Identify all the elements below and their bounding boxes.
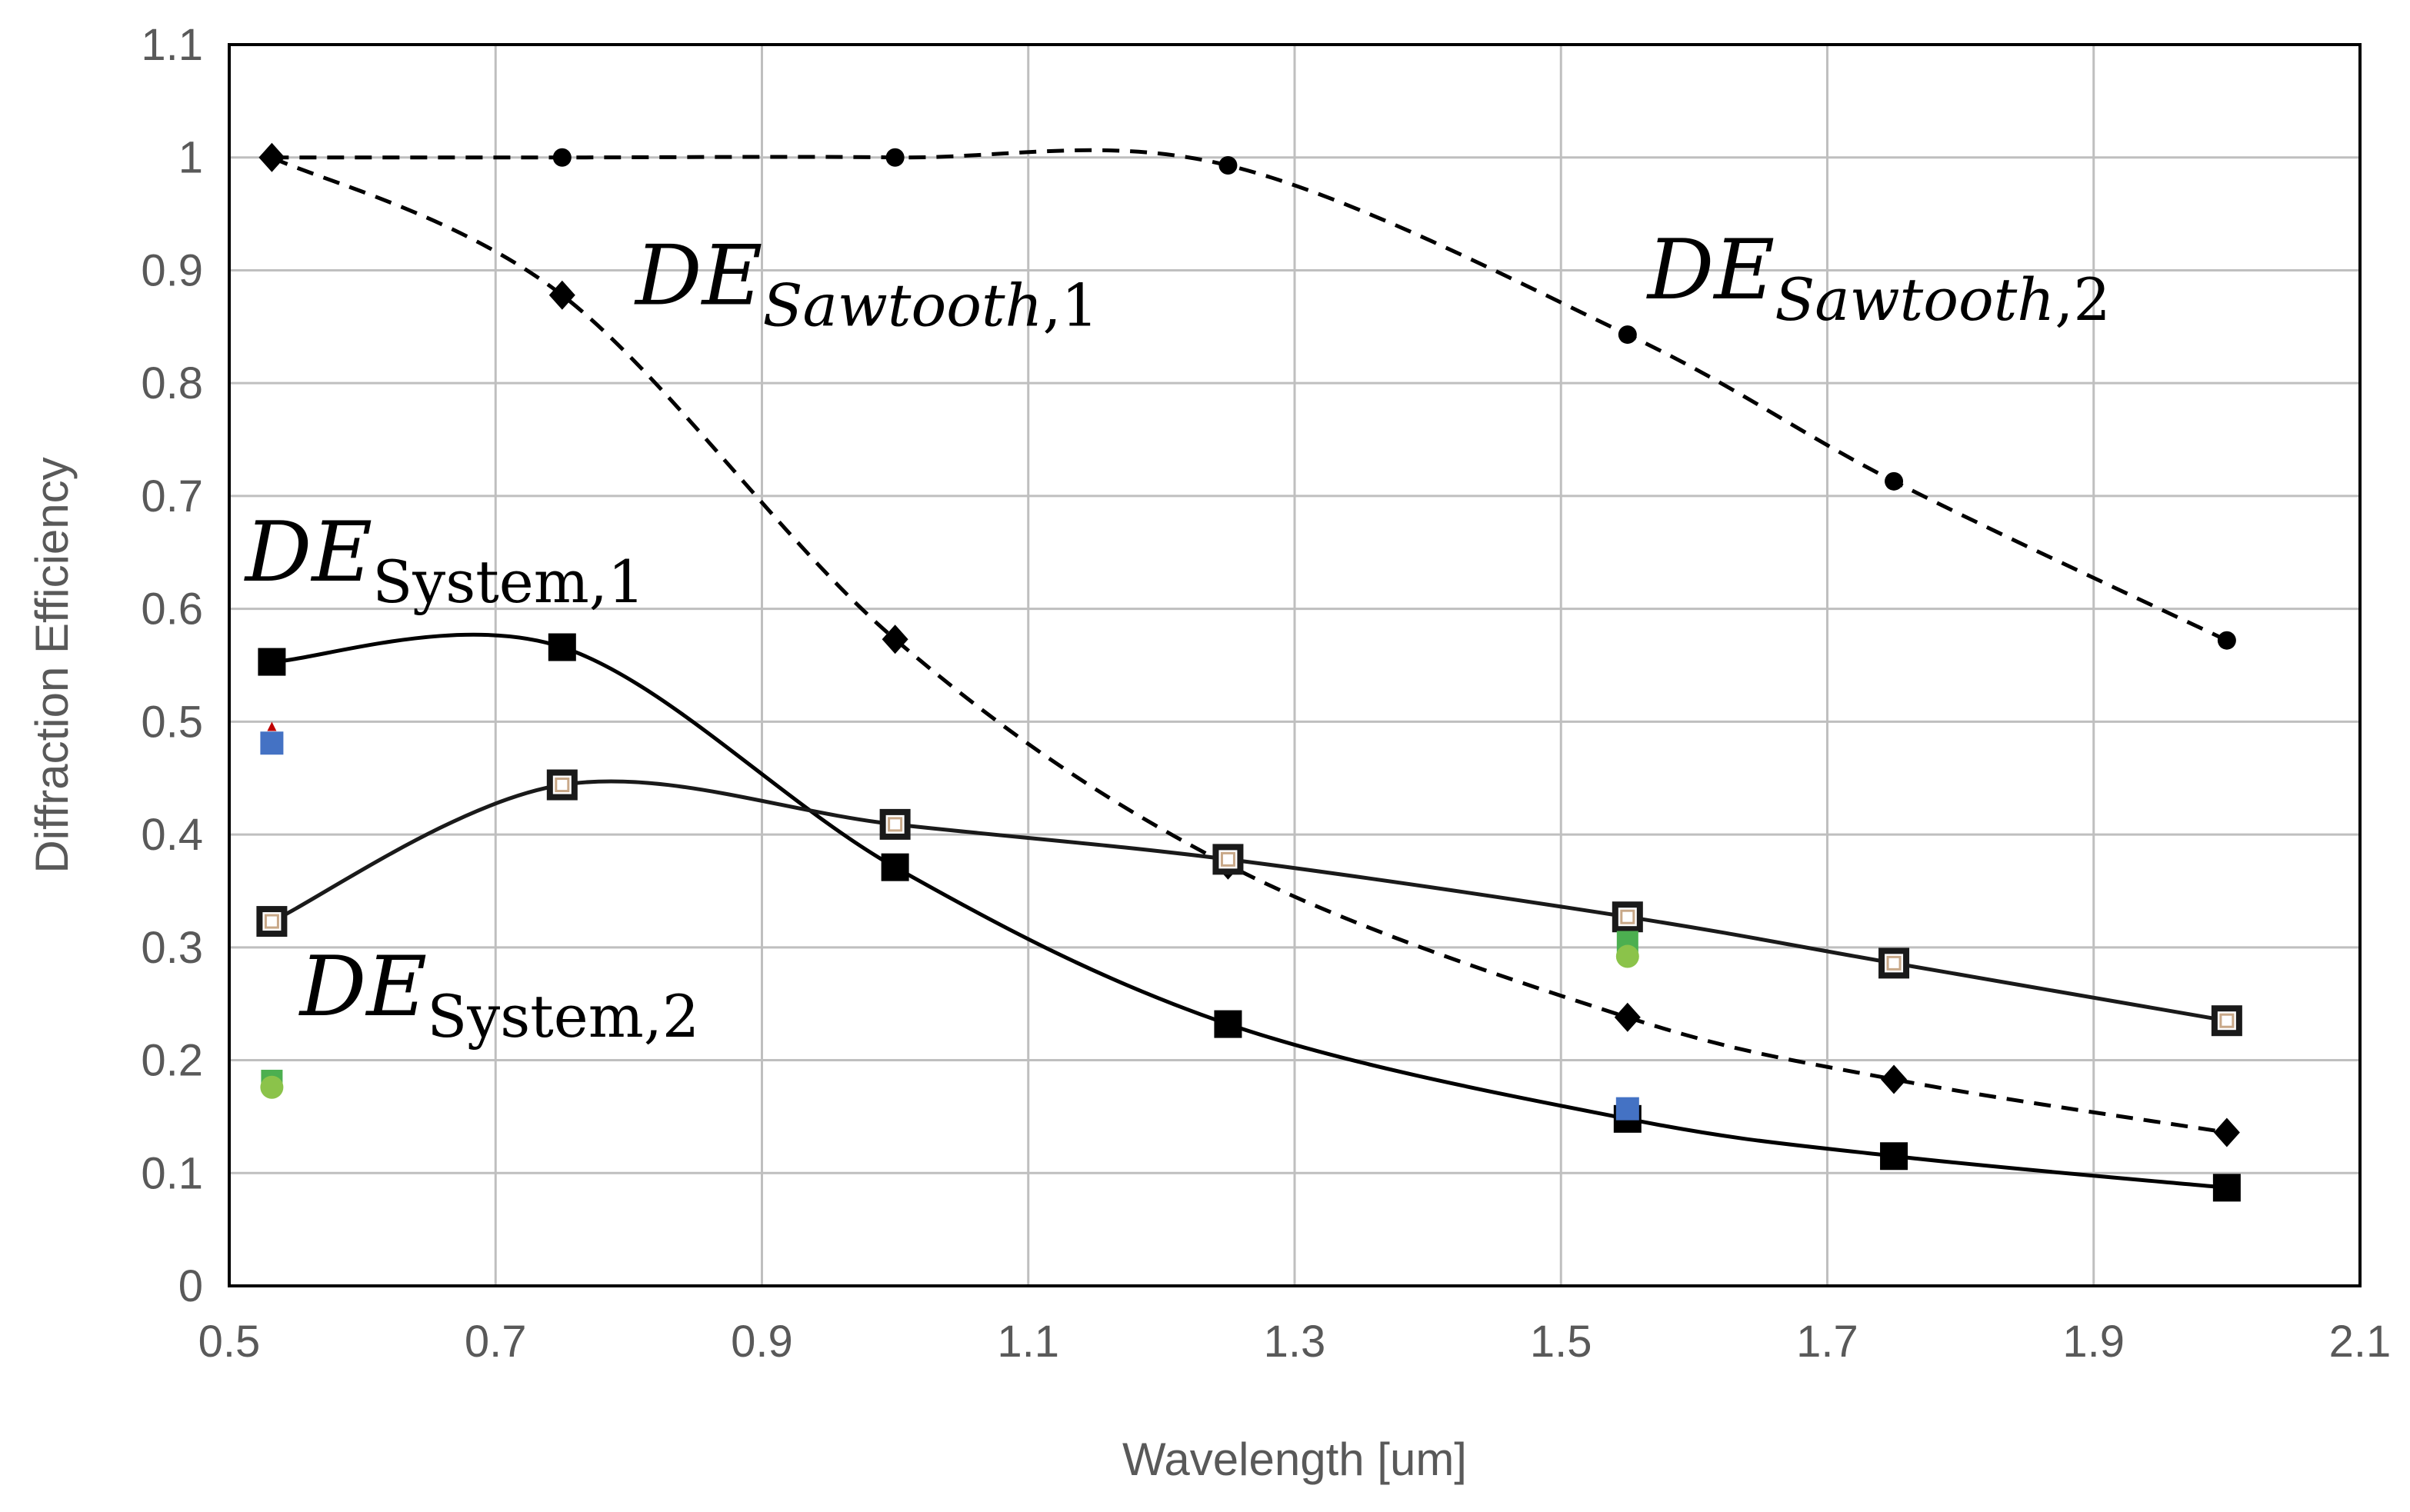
- annotation-subscript: Sawtooth: [762, 271, 1042, 339]
- data-point: [2211, 1005, 2242, 1037]
- data-point: [546, 769, 578, 801]
- data-point: [2213, 1117, 2240, 1147]
- series-line: [271, 155, 2228, 1134]
- series-layer: [256, 142, 2242, 1202]
- y-tick-label: 1.1: [141, 20, 203, 70]
- data-point: [258, 142, 285, 172]
- data-point: [1615, 944, 1639, 968]
- x-tick-label: 1.5: [1530, 1317, 1592, 1367]
- annotation-main-text: DE: [634, 228, 762, 324]
- data-point: [1615, 1097, 1639, 1121]
- x-tick-label: 1.3: [1264, 1317, 1326, 1367]
- series-system-1-measured: [260, 731, 1639, 1121]
- series-de-system-1: [258, 632, 2241, 1202]
- y-axis-ticks: 0 0.1 0.2 0.3 0.4 0.5 0.6 0.7 0.8 0.9 1 1.1: [141, 20, 203, 1311]
- series-de-sawtooth-1: [258, 142, 2240, 1147]
- data-point: [881, 853, 909, 881]
- x-tick-label: 1.1: [997, 1317, 1059, 1367]
- data-point: [1218, 155, 1238, 175]
- y-tick-label: 0: [178, 1261, 203, 1311]
- data-point-inner: [1620, 909, 1635, 924]
- series-de-sawtooth-2: [262, 148, 2236, 650]
- annotation-saw2: DESawtooth,2: [1646, 222, 2111, 334]
- data-point: [1214, 1010, 1242, 1038]
- x-tick-label: 1.7: [1796, 1317, 1858, 1367]
- data-point: [256, 906, 288, 938]
- annotation-saw1: DESawtooth,1: [634, 228, 1098, 339]
- data-point: [1618, 325, 1637, 345]
- data-point: [882, 624, 908, 654]
- y-tick-label: 0.4: [141, 810, 203, 860]
- annotation-main-text: DE: [298, 939, 427, 1035]
- data-point-inner: [2219, 1013, 2235, 1028]
- data-point: [552, 148, 572, 167]
- data-point: [548, 280, 575, 310]
- data-point: [260, 1075, 284, 1099]
- annotation-subscript-suffix: ,2: [2055, 265, 2111, 334]
- annotation-subscript-suffix: System,2: [427, 982, 699, 1051]
- annotation-subscript-suffix: ,1: [1042, 271, 1098, 339]
- y-axis-title: Diffraction Efficiency: [26, 457, 78, 873]
- x-tick-label: 2.1: [2329, 1317, 2392, 1367]
- data-point: [1878, 947, 1910, 979]
- data-point-inner: [555, 778, 570, 793]
- annotation-subscript: Sawtooth: [1775, 265, 2055, 334]
- data-point: [548, 633, 576, 661]
- data-point: [260, 731, 284, 755]
- data-point: [1612, 901, 1643, 933]
- x-tick-label: 0.5: [198, 1317, 261, 1367]
- data-point: [1212, 844, 1244, 875]
- x-tick-label: 0.7: [465, 1317, 527, 1367]
- data-point: [1885, 471, 1904, 491]
- annotation-sys2: DESystem,2: [298, 939, 700, 1051]
- data-point: [1880, 1142, 1908, 1171]
- data-point: [2212, 1174, 2241, 1202]
- y-tick-label: 0.3: [141, 923, 203, 973]
- data-point: [1614, 1002, 1641, 1032]
- y-tick-label: 0.1: [141, 1148, 203, 1198]
- x-tick-label: 1.9: [2062, 1317, 2125, 1367]
- y-tick-label: 1: [178, 133, 203, 183]
- annotation-subscript-suffix: System,1: [372, 548, 645, 616]
- data-point: [258, 648, 286, 676]
- data-point-inner: [1886, 955, 1902, 971]
- series-system-2-measured-circle-: [260, 944, 1639, 1099]
- annotation-sys1: DESystem,1: [244, 505, 645, 616]
- y-tick-label: 0.6: [141, 584, 203, 634]
- y-tick-label: 0.5: [141, 697, 203, 747]
- data-point-inner: [888, 817, 903, 832]
- y-tick-label: 0.2: [141, 1036, 203, 1086]
- data-point: [879, 808, 911, 840]
- data-point-inner: [1220, 851, 1235, 867]
- annotation-main-text: DE: [244, 505, 372, 601]
- data-point: [267, 721, 277, 731]
- annotation-main-text: DE: [1646, 222, 1775, 318]
- y-tick-label: 0.8: [141, 358, 203, 408]
- x-axis-title: Wavelength [um]: [1122, 1434, 1467, 1485]
- data-point: [2217, 631, 2236, 650]
- data-point: [1881, 1064, 1908, 1094]
- data-point: [885, 148, 905, 167]
- x-tick-label: 0.9: [731, 1317, 793, 1367]
- x-axis-ticks: 0.5 0.7 0.9 1.1 1.3 1.5 1.7 1.9 2.1: [198, 1317, 2392, 1367]
- y-tick-label: 0.7: [141, 471, 203, 521]
- y-tick-label: 0.9: [141, 245, 203, 295]
- data-point-inner: [264, 914, 279, 929]
- annotation-layer: DESawtooth,1 DESawtooth,2DESystem,1DESyst…: [244, 222, 2111, 1051]
- plot-area-frame: [228, 43, 2362, 1287]
- series-de-system-2: [256, 769, 2242, 1037]
